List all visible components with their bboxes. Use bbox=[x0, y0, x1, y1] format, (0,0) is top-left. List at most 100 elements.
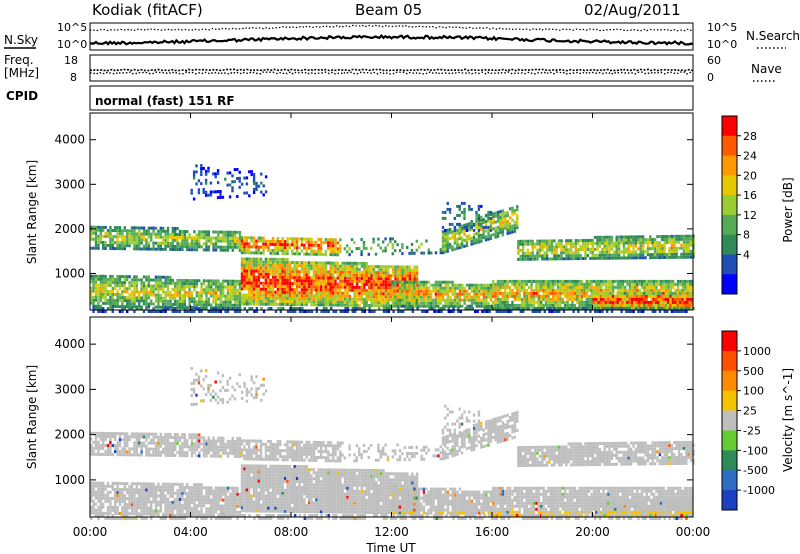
power-cell bbox=[520, 297, 524, 301]
power-cell bbox=[577, 242, 580, 246]
power-cell bbox=[572, 257, 575, 261]
power-cell bbox=[162, 284, 165, 288]
power-cell bbox=[217, 297, 220, 301]
power-cell bbox=[641, 253, 645, 257]
power-cell bbox=[625, 310, 628, 313]
power-cell bbox=[566, 279, 569, 283]
power-cell bbox=[351, 267, 354, 271]
power-cell bbox=[519, 254, 522, 258]
power-cell bbox=[286, 258, 289, 261]
power-cell bbox=[324, 279, 328, 283]
power-cell bbox=[615, 235, 618, 239]
power-cell bbox=[508, 225, 512, 229]
power-cell bbox=[622, 253, 626, 257]
power-cell bbox=[590, 282, 593, 286]
power-cell bbox=[193, 310, 196, 313]
power-cell bbox=[574, 254, 578, 258]
power-cell bbox=[594, 294, 598, 298]
power-cell bbox=[627, 244, 630, 248]
power-cell bbox=[677, 255, 681, 259]
power-cell bbox=[219, 297, 222, 301]
power-cell bbox=[315, 270, 318, 274]
power-cell bbox=[226, 310, 230, 313]
velocity-cell bbox=[102, 434, 105, 438]
power-cell bbox=[198, 230, 201, 234]
power-cell bbox=[485, 283, 488, 287]
power-cell bbox=[118, 281, 122, 285]
power-cell bbox=[370, 289, 373, 293]
power-cell bbox=[417, 283, 421, 287]
power-cell bbox=[286, 285, 289, 288]
power-cell bbox=[564, 294, 567, 298]
power-cell bbox=[576, 300, 579, 304]
power-cell bbox=[159, 284, 162, 288]
power-cell bbox=[588, 285, 591, 289]
power-cell bbox=[130, 305, 134, 309]
power-cell bbox=[568, 285, 572, 289]
power-cell bbox=[250, 239, 253, 243]
power-cell bbox=[264, 302, 268, 306]
power-cell bbox=[542, 303, 545, 307]
power-cell bbox=[363, 271, 366, 274]
power-cell bbox=[171, 232, 174, 236]
power-cell bbox=[307, 270, 311, 274]
power-cell bbox=[279, 275, 282, 279]
power-cell bbox=[486, 310, 489, 313]
power-cell bbox=[262, 272, 265, 276]
power-cell bbox=[331, 267, 335, 271]
power-cell bbox=[298, 273, 301, 277]
colorbar-tick-label: 28 bbox=[743, 130, 757, 143]
power-cell bbox=[324, 253, 328, 256]
power-cell bbox=[569, 242, 573, 246]
power-cell bbox=[382, 283, 385, 287]
power-cell bbox=[123, 235, 126, 239]
power-cell bbox=[506, 297, 509, 301]
power-cell bbox=[517, 307, 520, 310]
power-cell bbox=[162, 281, 165, 285]
power-cell bbox=[229, 288, 232, 292]
power-cell bbox=[499, 228, 502, 232]
power-cell bbox=[525, 282, 528, 286]
power-cell bbox=[214, 248, 218, 252]
power-cell bbox=[126, 310, 129, 313]
power-cell bbox=[252, 272, 256, 276]
power-cell bbox=[384, 271, 388, 275]
power-cell bbox=[259, 257, 263, 261]
power-cell bbox=[274, 251, 277, 255]
power-cell bbox=[204, 178, 208, 182]
power-cell bbox=[565, 254, 568, 258]
power-cell bbox=[664, 279, 668, 283]
power-cell bbox=[355, 247, 358, 251]
power-cell bbox=[525, 294, 528, 298]
power-cell bbox=[377, 237, 380, 241]
power-cell bbox=[133, 232, 136, 236]
power-cell bbox=[157, 287, 160, 291]
power-cell bbox=[92, 274, 95, 278]
power-cell bbox=[472, 235, 476, 239]
power-cell bbox=[499, 297, 502, 301]
power-cell bbox=[489, 289, 493, 293]
power-cell bbox=[195, 307, 198, 310]
power-cell bbox=[544, 282, 548, 286]
power-cell bbox=[682, 234, 686, 238]
power-cell bbox=[322, 303, 325, 307]
power-cell bbox=[238, 248, 242, 252]
power-cell bbox=[399, 283, 402, 287]
power-cell bbox=[176, 310, 179, 313]
power-cell bbox=[276, 302, 280, 306]
power-cell bbox=[197, 179, 201, 183]
power-cell bbox=[331, 273, 335, 277]
power-cell bbox=[200, 300, 203, 304]
power-cell bbox=[449, 286, 452, 290]
power-cell bbox=[456, 243, 459, 247]
power-cell bbox=[231, 291, 234, 295]
power-cell bbox=[406, 246, 409, 249]
power-cell bbox=[683, 294, 687, 298]
power-cell bbox=[399, 265, 402, 269]
power-cell bbox=[262, 275, 265, 279]
power-cell bbox=[140, 284, 143, 288]
velocity-cell bbox=[138, 453, 141, 457]
power-cell bbox=[162, 296, 165, 300]
power-cell bbox=[446, 289, 450, 293]
